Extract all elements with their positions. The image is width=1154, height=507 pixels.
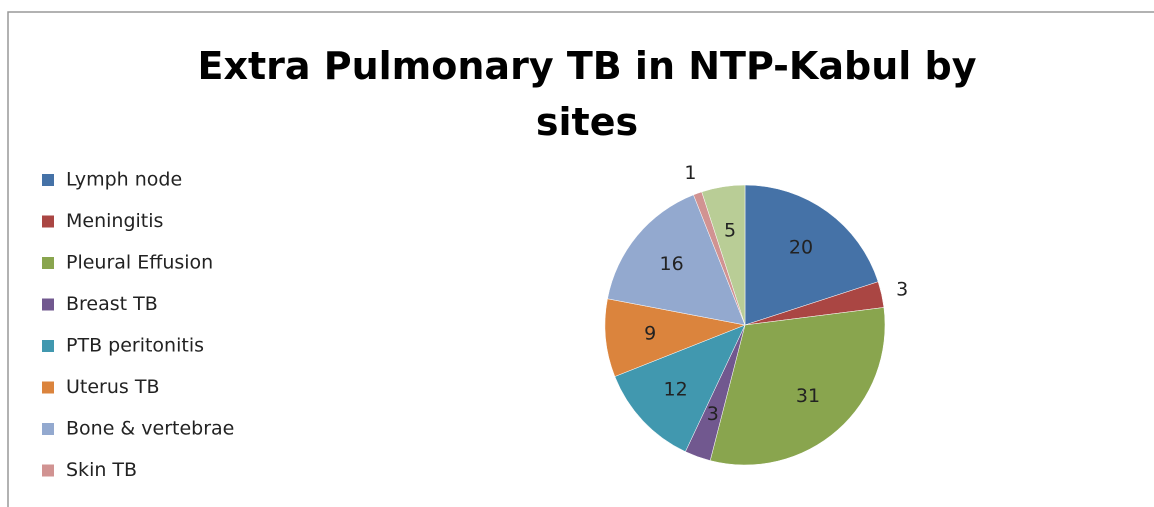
legend-swatch — [42, 464, 54, 477]
legend-label: Lymph node — [66, 169, 182, 191]
data-label: 16 — [660, 253, 684, 275]
legend-swatch — [42, 174, 54, 186]
legend-swatch — [42, 215, 54, 228]
pie-slice — [614, 324, 746, 453]
pie-slice — [604, 298, 746, 377]
legend-label: PTB peritonitis — [66, 335, 204, 357]
legend-label: Bone & vertebrae — [66, 418, 234, 440]
pie-slice — [709, 307, 886, 466]
data-label: 5 — [724, 219, 736, 241]
legend-swatch — [42, 257, 54, 269]
legend-swatch — [42, 298, 54, 311]
legend-swatch — [42, 340, 54, 352]
legend-label: Skin TB — [66, 459, 137, 481]
data-label: 3 — [707, 403, 719, 425]
legend-label: Meningitis — [66, 210, 163, 232]
pie-slice — [607, 194, 746, 326]
legend-label: Uterus TB — [66, 376, 159, 398]
data-label: 20 — [789, 236, 813, 258]
pie-slice — [744, 184, 879, 326]
pie-slice — [701, 184, 746, 326]
data-label: 9 — [644, 322, 656, 344]
legend-label: Pleural Effusion — [66, 252, 213, 274]
data-label: 12 — [664, 379, 688, 401]
data-label: 1 — [684, 162, 696, 184]
legend-label: Breast TB — [66, 293, 158, 315]
data-label: 3 — [896, 278, 908, 300]
frame — [7, 11, 1154, 507]
legend-swatch — [42, 423, 54, 435]
legend-swatch — [42, 381, 54, 394]
chart-title: Extra Pulmonary TB in NTP-Kabul by sites — [197, 44, 977, 144]
data-label: 31 — [796, 385, 820, 407]
